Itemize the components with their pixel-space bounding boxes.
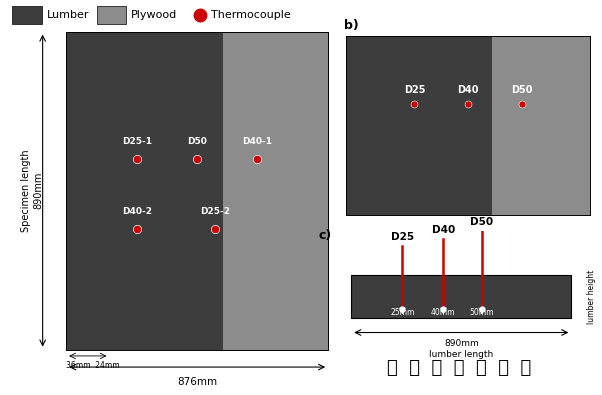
Text: D40-2: D40-2 — [122, 207, 152, 216]
Bar — [352, 275, 571, 318]
Bar — [96, 6, 126, 23]
Text: 876mm: 876mm — [177, 376, 217, 387]
Text: D50: D50 — [511, 85, 532, 95]
Bar — [223, 32, 328, 350]
Text: 890mm: 890mm — [444, 339, 479, 348]
Text: 890mm: 890mm — [34, 172, 44, 209]
Text: Lumber: Lumber — [46, 10, 89, 20]
Text: D40-1: D40-1 — [243, 137, 272, 146]
Text: c): c) — [318, 229, 331, 242]
Bar — [492, 36, 590, 215]
Text: 36mm  24mm: 36mm 24mm — [66, 361, 120, 370]
Bar — [346, 36, 492, 215]
Text: D25-1: D25-1 — [122, 137, 152, 146]
Text: D50: D50 — [187, 137, 207, 146]
Text: 25mm: 25mm — [390, 308, 415, 317]
Text: Plywood: Plywood — [131, 10, 177, 20]
Text: 40mm: 40mm — [431, 308, 456, 317]
Text: D25: D25 — [404, 85, 425, 95]
Bar — [66, 32, 223, 350]
Text: lumber height: lumber height — [587, 269, 595, 324]
Text: D25: D25 — [391, 232, 414, 243]
Text: Thermocouple: Thermocouple — [211, 10, 291, 20]
Text: D40: D40 — [458, 85, 479, 95]
Text: D50: D50 — [470, 217, 493, 227]
Text: 🔥  🔥  🔥  🔥  🔥  🔥  🔥: 🔥 🔥 🔥 🔥 🔥 🔥 🔥 — [387, 359, 531, 377]
Text: D40: D40 — [432, 225, 455, 235]
Text: Specimen length: Specimen length — [20, 149, 31, 232]
Text: b): b) — [344, 19, 359, 32]
Text: D25-2: D25-2 — [200, 207, 231, 216]
Text: lumber length: lumber length — [429, 350, 494, 359]
Text: 50mm: 50mm — [470, 308, 494, 317]
Bar — [12, 6, 42, 23]
